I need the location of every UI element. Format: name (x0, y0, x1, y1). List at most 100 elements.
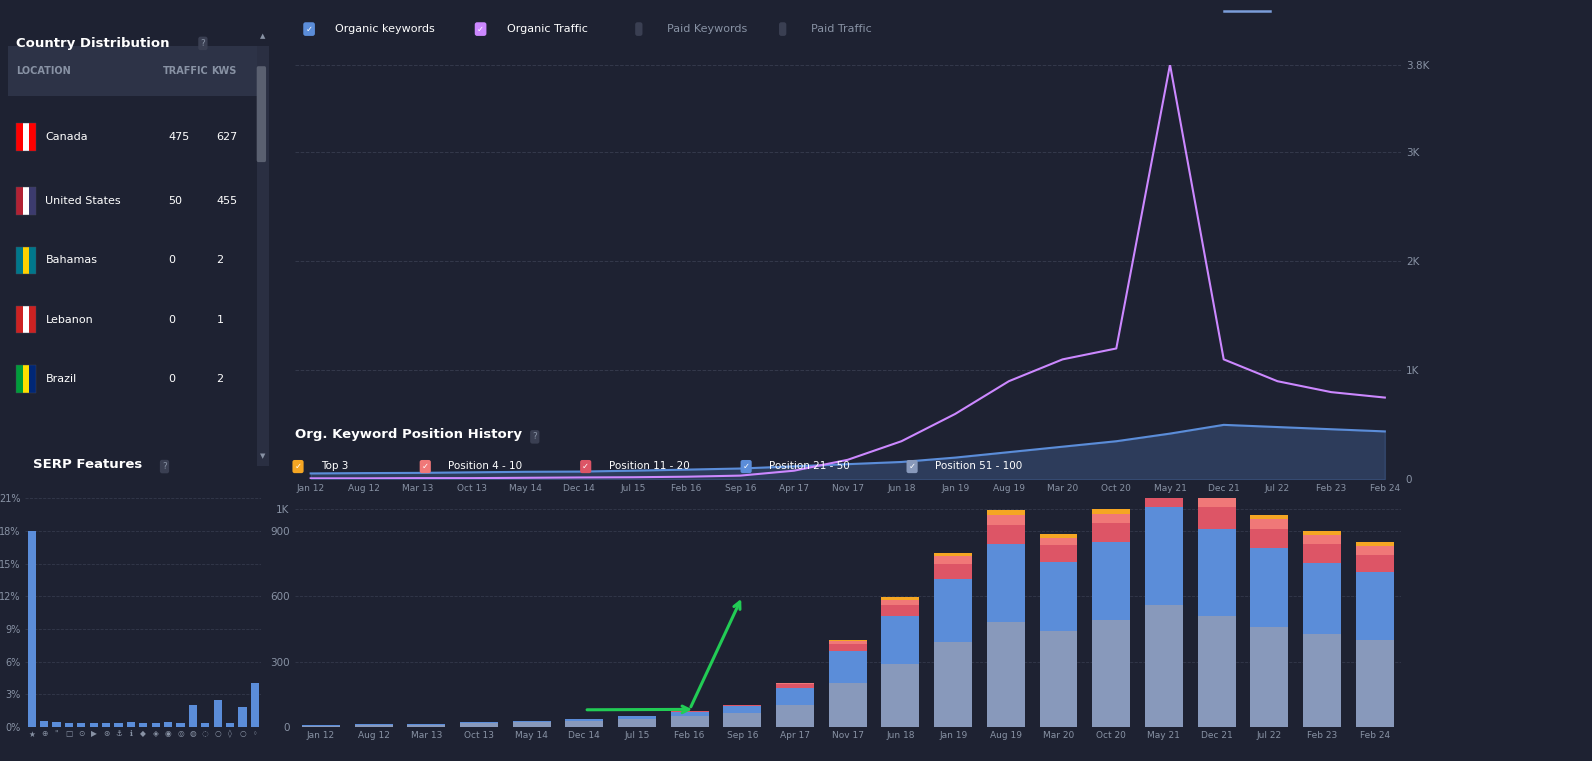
Bar (40, 721, 48, 727)
Text: ⊙: ⊙ (78, 730, 84, 738)
Bar (22, 123, 29, 151)
Text: LOCATION: LOCATION (16, 65, 70, 76)
Bar (618, 719, 656, 727)
Text: ◆: ◆ (140, 730, 146, 738)
Text: ◍: ◍ (189, 730, 196, 738)
Bar (987, 511, 1025, 514)
Bar (882, 597, 920, 600)
Text: ◎: ◎ (177, 730, 183, 738)
Bar (935, 556, 973, 564)
Text: ⊛: ⊛ (103, 730, 110, 738)
Bar (1356, 543, 1393, 546)
Text: ◦: ◦ (253, 730, 258, 738)
Text: Position 11 - 20: Position 11 - 20 (608, 461, 689, 471)
Text: ": " (54, 730, 59, 738)
Bar (16, 123, 37, 151)
Text: Position 21 - 50: Position 21 - 50 (769, 461, 850, 471)
Bar (127, 722, 135, 727)
Text: 2: 2 (217, 255, 224, 266)
Text: ?: ? (532, 432, 537, 441)
Bar (177, 724, 185, 727)
Text: ⊕: ⊕ (41, 730, 48, 738)
Bar (1145, 471, 1183, 483)
Bar (513, 721, 551, 722)
Bar (1302, 531, 1340, 535)
Bar (618, 716, 656, 719)
Bar (1250, 627, 1288, 727)
Text: Top 3: Top 3 (322, 461, 349, 471)
Bar (164, 722, 172, 727)
Bar (1197, 616, 1235, 727)
Text: Position 4 - 10: Position 4 - 10 (449, 461, 522, 471)
Text: Org. Keyword Position History: Org. Keyword Position History (295, 428, 522, 441)
Bar (1092, 524, 1130, 542)
Text: ▶: ▶ (91, 730, 97, 738)
Text: ◉: ◉ (164, 730, 172, 738)
Bar (89, 724, 97, 727)
Text: Canada: Canada (46, 132, 88, 142)
Bar (987, 622, 1025, 727)
Text: ◊: ◊ (228, 730, 232, 738)
Bar (201, 724, 209, 727)
Text: ✓: ✓ (583, 462, 589, 471)
Bar (1092, 542, 1130, 620)
Text: 475: 475 (169, 132, 189, 142)
Text: TRAFFIC: TRAFFIC (162, 65, 209, 76)
Bar (16, 187, 22, 215)
Bar (935, 579, 973, 642)
Text: SERP Features: SERP Features (32, 458, 142, 471)
Bar (1250, 549, 1288, 627)
Bar (829, 644, 866, 651)
Bar (1092, 620, 1130, 727)
Bar (22, 306, 29, 333)
Bar (1145, 483, 1183, 507)
Bar (22, 187, 29, 215)
Bar (460, 724, 498, 727)
Text: ℹ: ℹ (129, 730, 132, 738)
Text: Bahamas: Bahamas (46, 255, 97, 266)
Bar (987, 514, 1025, 524)
Bar (16, 365, 22, 393)
Bar (1302, 562, 1340, 635)
Text: ⚓: ⚓ (115, 730, 123, 738)
Bar (1040, 545, 1078, 562)
Bar (1356, 640, 1393, 727)
Bar (565, 719, 603, 721)
Bar (226, 724, 234, 727)
Text: ○: ○ (215, 730, 221, 738)
Text: ✓: ✓ (742, 462, 750, 471)
Bar (151, 724, 159, 727)
Bar (1197, 529, 1235, 616)
Text: Paid Keywords: Paid Keywords (667, 24, 748, 33)
Text: Paid Traffic: Paid Traffic (812, 24, 872, 33)
Text: 0: 0 (169, 314, 175, 325)
Bar (775, 683, 814, 684)
Bar (1040, 534, 1078, 537)
Bar (1356, 555, 1393, 572)
Text: ✓: ✓ (295, 462, 301, 471)
Bar (670, 716, 708, 727)
Bar (935, 642, 973, 727)
Bar (1302, 535, 1340, 544)
Text: ★: ★ (29, 730, 35, 738)
Bar (460, 722, 498, 724)
Text: ◌: ◌ (202, 730, 209, 738)
Bar (513, 722, 551, 727)
Bar (1197, 492, 1235, 496)
Text: Country Distribution: Country Distribution (16, 37, 169, 50)
Bar (565, 721, 603, 727)
Bar (1197, 507, 1235, 529)
Bar (882, 616, 920, 664)
Bar (1250, 514, 1288, 519)
Bar (1302, 635, 1340, 727)
Bar (29, 187, 37, 215)
Bar (1250, 529, 1288, 549)
Bar (723, 705, 761, 706)
Bar (355, 725, 393, 727)
Bar (16, 306, 22, 333)
FancyBboxPatch shape (256, 46, 269, 466)
Bar (1302, 544, 1340, 562)
Bar (1145, 466, 1183, 471)
Text: ✓: ✓ (478, 24, 484, 33)
Text: 455: 455 (217, 196, 237, 206)
